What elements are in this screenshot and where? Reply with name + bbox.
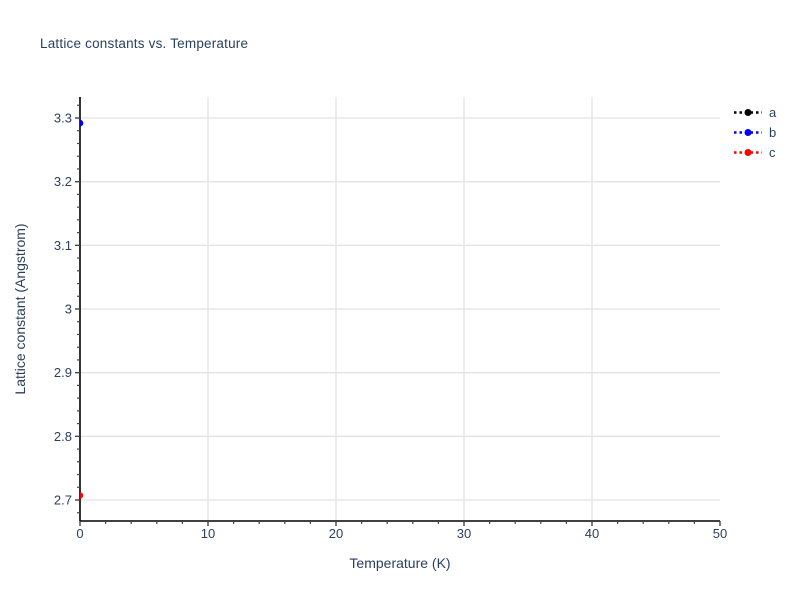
x-tick-label: 50 [713, 526, 727, 541]
x-tick-label: 10 [201, 526, 215, 541]
legend-label: b [769, 124, 777, 140]
y-tick-label: 3.2 [54, 174, 72, 189]
legend-label: a [769, 104, 777, 120]
data-point-c [80, 492, 84, 499]
data-point-b [80, 119, 84, 127]
legend-sample-c [734, 148, 762, 156]
x-tick-label: 20 [329, 526, 343, 541]
legend-item-c[interactable]: c [733, 142, 776, 162]
y-axis-title: Lattice constant (Angstrom) [12, 223, 28, 395]
y-tick-label: 2.7 [54, 492, 72, 507]
legend-item-a[interactable]: a [733, 102, 776, 122]
legend-label: c [769, 144, 776, 160]
x-tick-label: 0 [76, 526, 83, 541]
y-tick-label: 3 [65, 302, 72, 317]
legend-sample-a [734, 108, 762, 116]
x-axis-title: Temperature (K) [349, 555, 451, 571]
data-layer [80, 119, 84, 499]
legend-item-b[interactable]: b [733, 122, 776, 142]
y-tick-label: 2.8 [54, 429, 72, 444]
legend-sample-b [734, 128, 762, 136]
y-tick-label: 3.3 [54, 111, 72, 126]
chart-title: Lattice constants vs. Temperature [40, 36, 249, 51]
y-tick-label: 2.9 [54, 365, 72, 380]
y-tick-label: 3.1 [54, 238, 72, 253]
x-tick-label: 40 [585, 526, 599, 541]
x-tick-label: 30 [457, 526, 471, 541]
